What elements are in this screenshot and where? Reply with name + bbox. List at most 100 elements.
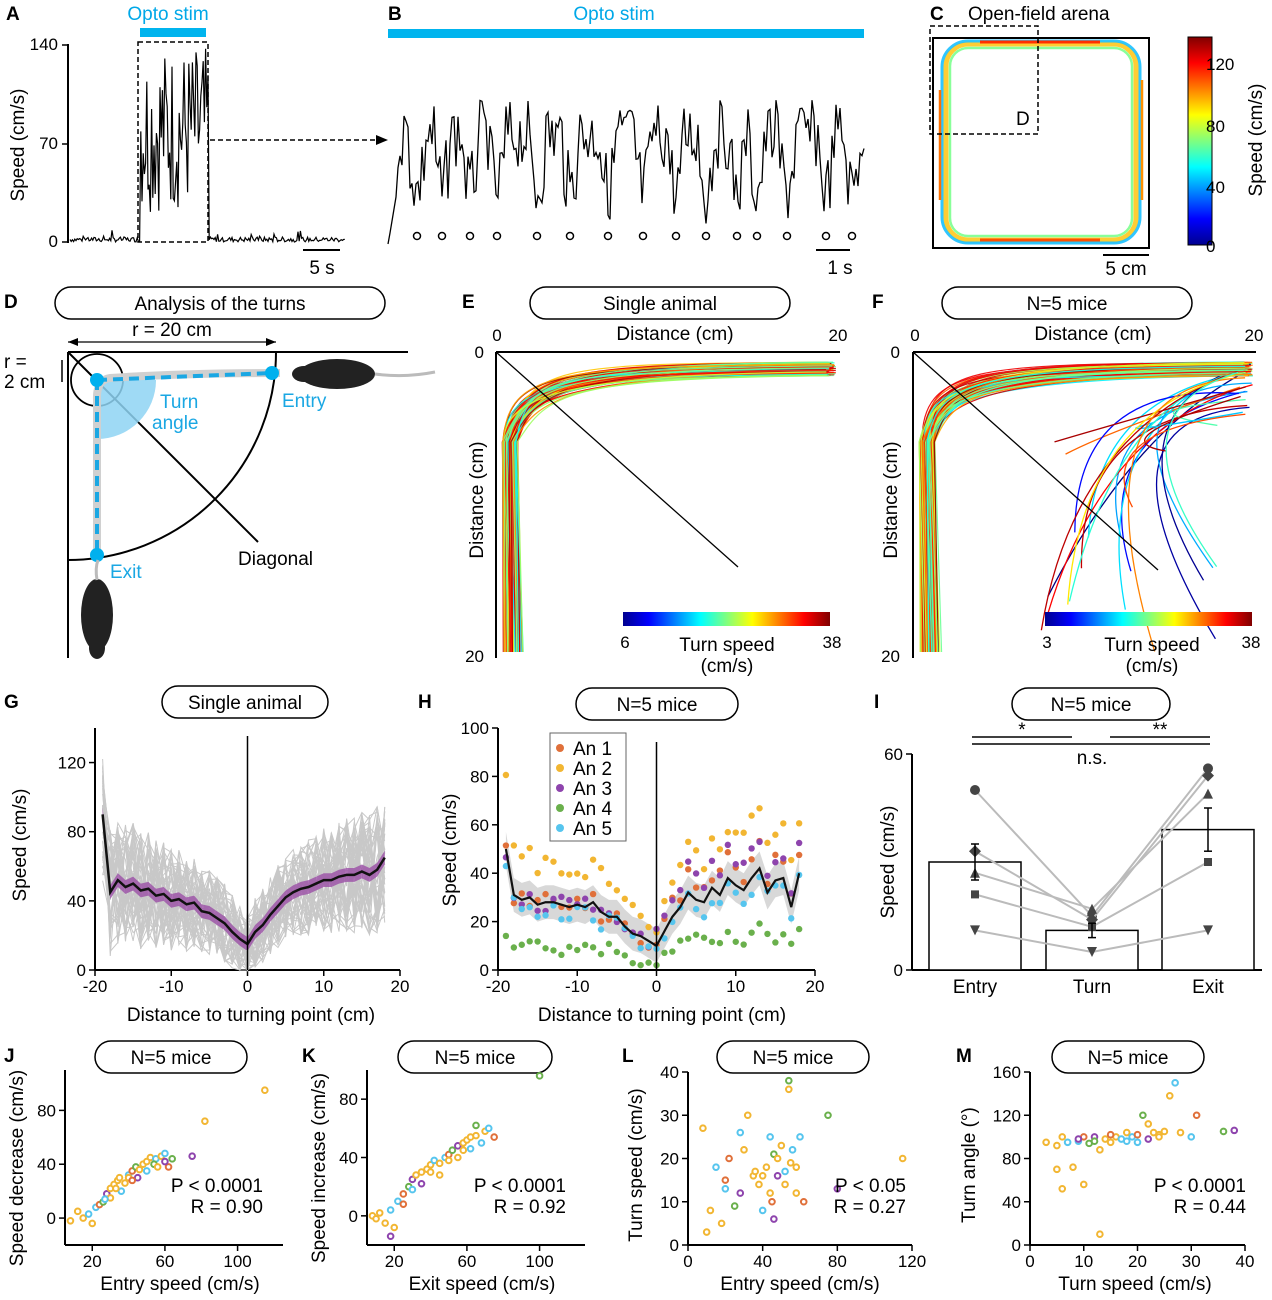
animal-point (724, 849, 732, 856)
trajectory (508, 364, 832, 653)
opto-stim-bar-a (140, 28, 206, 37)
data-point (824, 1111, 832, 1120)
data-point (1106, 1138, 1115, 1147)
pill-g: Single animal (188, 693, 302, 714)
data-point (1160, 1127, 1169, 1136)
speed-trace-a (69, 48, 345, 244)
data-point (1139, 1111, 1147, 1120)
y-tick-label: 60 (884, 745, 903, 764)
trajectory (929, 369, 1248, 653)
data-point (66, 1216, 75, 1225)
x-tick-label: 20 (83, 1252, 102, 1271)
animal-point (637, 939, 644, 947)
animal-point (692, 905, 700, 913)
x-tick-label: 10 (1074, 1252, 1093, 1271)
panel-k: K N=5 mice 20 60 100 0 40 80 P < 0.0001 R = 0… (302, 1040, 585, 1295)
data-point (128, 1176, 137, 1185)
data-point (1144, 1120, 1153, 1128)
tick-e-x0: 0 (492, 326, 501, 345)
animal-point (732, 938, 739, 945)
animal-point (764, 839, 771, 847)
data-point (786, 1159, 795, 1167)
animal-point (748, 856, 755, 863)
trajectory (920, 362, 1245, 653)
animal-point (780, 820, 787, 827)
trajectory (505, 372, 836, 653)
data-point (785, 1085, 793, 1094)
animal-point (716, 846, 724, 853)
x-tick-label: 60 (155, 1252, 174, 1271)
cbar-f-min: 3 (1042, 633, 1051, 652)
animal-point (661, 897, 668, 905)
trajectory (1074, 392, 1239, 533)
data-point (408, 1185, 417, 1194)
step-marker (732, 231, 742, 241)
step-markers (412, 231, 857, 241)
trajectory (513, 372, 829, 653)
trajectories-e (501, 361, 836, 653)
data-point (1090, 1137, 1099, 1145)
animal-point (574, 946, 581, 954)
sem-band (505, 832, 800, 963)
cbar-label-c: Speed (cm/s) (1246, 84, 1267, 197)
x-tick-label: -10 (565, 977, 590, 996)
trajectory (926, 365, 1246, 653)
y-tick-label: 40 (339, 1149, 358, 1168)
data-point (758, 1206, 767, 1215)
data-point (448, 1146, 457, 1155)
legend-h: An 1 An 2 An 3 An 4 An 5 (549, 732, 627, 842)
animal-point (685, 838, 692, 846)
r-small-label-1: r = (4, 352, 27, 373)
data-point (1155, 1133, 1163, 1141)
data-point (725, 1154, 733, 1163)
panel-letter-k: K (302, 1046, 316, 1067)
data-point (1133, 1138, 1142, 1147)
data-point (386, 1206, 395, 1214)
animal-point (613, 887, 621, 894)
trajectory (502, 363, 835, 653)
trajectory (1165, 371, 1239, 567)
trajectory (516, 371, 827, 653)
x-label-j: Entry speed (cm/s) (100, 1274, 259, 1295)
trajectory (1047, 372, 1244, 597)
trajectory (508, 372, 835, 653)
y-tick-label: 0 (1012, 1236, 1021, 1255)
trajectory (923, 375, 1253, 653)
data-point (788, 1146, 797, 1154)
animal-point (621, 895, 628, 903)
data-point (201, 1117, 209, 1125)
y-label-j: Speed decrease (cm/s) (7, 1070, 28, 1266)
step-marker (492, 231, 502, 241)
trajectory (505, 364, 830, 653)
data-point (1171, 1079, 1179, 1087)
trajectory (508, 373, 827, 653)
y-tick-label: 100 (461, 719, 489, 738)
scalebar-label-c: 5 cm (1105, 259, 1146, 280)
opto-stim-label-b: Opto stim (573, 4, 654, 25)
step-marker (638, 231, 648, 241)
trajectory (505, 371, 827, 653)
data-point (444, 1156, 453, 1165)
animal-point (788, 890, 795, 897)
data-point (1053, 1165, 1061, 1174)
animal-point (645, 943, 652, 950)
panel-letter-j: J (4, 1046, 15, 1067)
animal-point (574, 870, 581, 877)
x-tick-label: 120 (898, 1252, 926, 1271)
trajectory (926, 372, 1246, 653)
x-tick-label: 20 (1128, 1252, 1147, 1271)
step-marker (565, 231, 575, 241)
animal-point (748, 891, 755, 899)
animal-point (597, 926, 605, 933)
data-point (1058, 1184, 1067, 1193)
data-point (390, 1223, 399, 1232)
tick-e-y0: 0 (475, 343, 484, 362)
individual-trace (102, 833, 386, 956)
step-marker (701, 231, 711, 241)
trajectory (514, 365, 827, 653)
trajectory (501, 371, 834, 653)
trajectory (502, 371, 827, 653)
animal-point (724, 928, 732, 936)
data-point (399, 1190, 408, 1198)
animal-point (756, 805, 763, 812)
